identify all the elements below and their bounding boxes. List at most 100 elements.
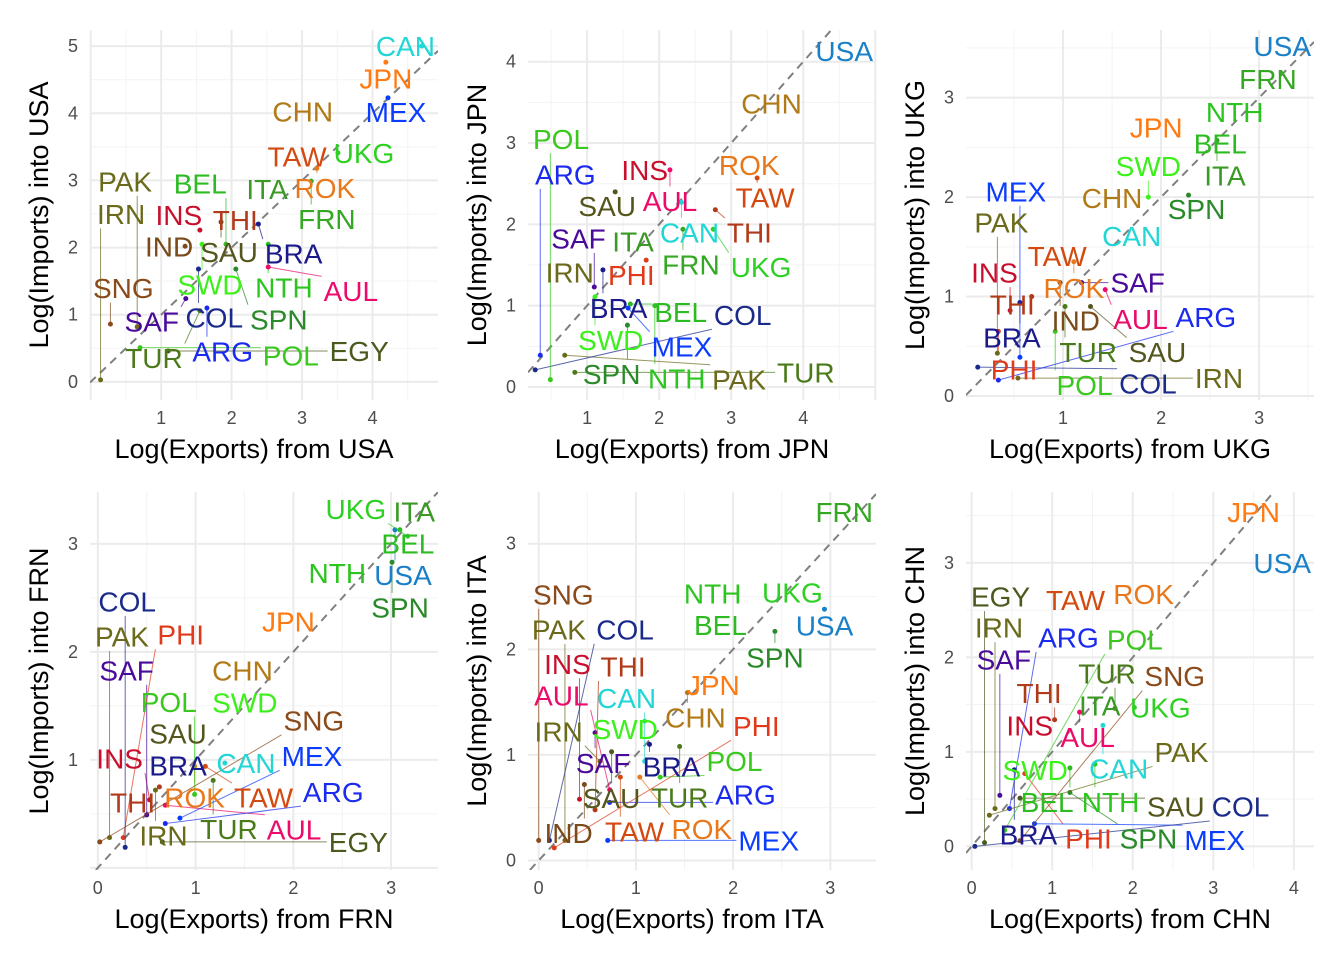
- point-marker-mex: [177, 815, 183, 821]
- reference-line-y-equals-x: [966, 41, 1314, 396]
- point-marker-tur: [197, 308, 203, 314]
- y-tick-label: 1: [68, 305, 78, 325]
- point-marker-sau: [1087, 304, 1093, 310]
- leader-line-col: [548, 643, 595, 841]
- point-label-irn: IRN: [97, 199, 145, 230]
- y-tick-label: 1: [944, 742, 954, 762]
- point-marker-nth: [652, 303, 658, 309]
- y-tick-label: 0: [68, 372, 78, 392]
- point-label-sng: SNG: [284, 705, 345, 736]
- point-label-thi: THI: [990, 290, 1035, 321]
- point-label-tur: TUR: [125, 343, 183, 374]
- point-marker-rok: [314, 165, 320, 171]
- point-label-thi: THI: [727, 218, 772, 249]
- point-label-pak: PAK: [95, 622, 149, 653]
- point-marker-aul: [1077, 709, 1083, 715]
- point-label-pol: POL: [141, 687, 197, 718]
- leader-line-mex: [1034, 823, 1183, 826]
- leader-line-col: [974, 820, 1210, 847]
- point-marker-saf: [183, 296, 189, 302]
- point-label-aul: AUL: [1060, 722, 1114, 753]
- point-marker-tur: [677, 743, 683, 749]
- point-marker-ins: [147, 797, 153, 803]
- point-marker-bra: [647, 741, 653, 747]
- x-tick-label: 3: [726, 408, 736, 428]
- leader-line-bra: [257, 223, 264, 240]
- point-label-taw: TAW: [1028, 241, 1088, 272]
- point-label-swd: SWD: [1002, 755, 1067, 786]
- point-label-sau: SAU: [149, 719, 207, 750]
- y-tick-label: 3: [506, 534, 516, 554]
- point-label-mex: MEX: [738, 826, 799, 857]
- point-label-rok: ROK: [295, 173, 356, 204]
- point-label-phi: PHI: [157, 620, 204, 651]
- point-marker-arg: [995, 377, 1001, 383]
- x-tick-label: 4: [798, 408, 808, 428]
- x-tick-label: 3: [1208, 878, 1218, 898]
- point-label-ins: INS: [1006, 710, 1053, 741]
- point-label-sng: SNG: [533, 580, 594, 611]
- point-label-ind: IND: [545, 818, 593, 849]
- point-marker-mex: [385, 95, 391, 101]
- point-label-arg: ARG: [535, 159, 596, 190]
- point-marker-taw: [617, 774, 623, 780]
- x-axis-title: Log(Exports) from USA: [114, 434, 393, 464]
- point-marker-egy: [982, 840, 988, 846]
- point-label-ita: ITA: [1079, 691, 1121, 722]
- x-tick-label: 4: [367, 408, 377, 428]
- point-label-saf: SAF: [124, 306, 178, 337]
- leader-line-arg: [1009, 651, 1037, 809]
- point-label-chn: CHN: [272, 96, 333, 127]
- point-marker-can: [419, 43, 425, 49]
- point-marker-ind: [1057, 280, 1063, 286]
- point-label-frn: FRN: [815, 497, 873, 528]
- point-label-ukg: UKG: [325, 494, 386, 525]
- point-label-rok: ROK: [1043, 273, 1104, 304]
- point-label-can: CAN: [216, 748, 275, 779]
- point-label-pol: POL: [533, 124, 589, 155]
- point-marker-irn: [98, 377, 104, 383]
- point-marker-arg: [162, 821, 168, 827]
- leader-line-pol: [1004, 653, 1106, 831]
- point-label-bra: BRA: [983, 323, 1041, 354]
- point-marker-jpn: [383, 59, 389, 65]
- point-label-can: CAN: [376, 31, 435, 62]
- point-label-rok: ROK: [164, 782, 225, 813]
- point-label-aul: AUL: [534, 680, 588, 711]
- point-marker-sng: [97, 839, 103, 845]
- point-marker-ind: [581, 781, 587, 787]
- point-marker-rok: [1071, 259, 1077, 265]
- y-tick-label: 0: [944, 386, 954, 406]
- point-label-saf: SAF: [977, 644, 1031, 675]
- y-axis-title: Log(Imports) into UKG: [900, 80, 930, 350]
- point-marker-sau: [1017, 795, 1023, 801]
- point-label-irn: IRN: [1195, 363, 1243, 394]
- point-label-bra: BRA: [590, 293, 648, 324]
- point-label-frn: FRN: [298, 204, 356, 235]
- x-tick-label: 1: [631, 878, 641, 898]
- point-label-rok: ROK: [671, 814, 732, 845]
- point-marker-thi: [156, 784, 162, 790]
- reference-line-y-equals-x: [95, 492, 438, 870]
- leader-line-col: [977, 366, 1118, 370]
- y-tick-label: 4: [506, 52, 516, 72]
- point-marker-can: [678, 199, 684, 205]
- y-axis-title: Log(Imports) into CHN: [900, 546, 930, 816]
- point-marker-ins: [1007, 307, 1013, 313]
- point-label-swd: SWD: [578, 325, 643, 356]
- leader-line-spn: [235, 268, 249, 305]
- point-marker-col: [195, 266, 201, 272]
- point-label-ins: INS: [621, 155, 668, 186]
- point-label-usa: USA: [1253, 31, 1311, 62]
- point-marker-taw: [754, 175, 760, 181]
- leader-line-mex: [179, 769, 280, 819]
- point-marker-pak: [986, 812, 992, 818]
- y-tick-label: 3: [944, 553, 954, 573]
- point-marker-sng: [107, 321, 113, 327]
- point-label-pak: PAK: [532, 615, 586, 646]
- point-marker-irn: [1015, 375, 1021, 381]
